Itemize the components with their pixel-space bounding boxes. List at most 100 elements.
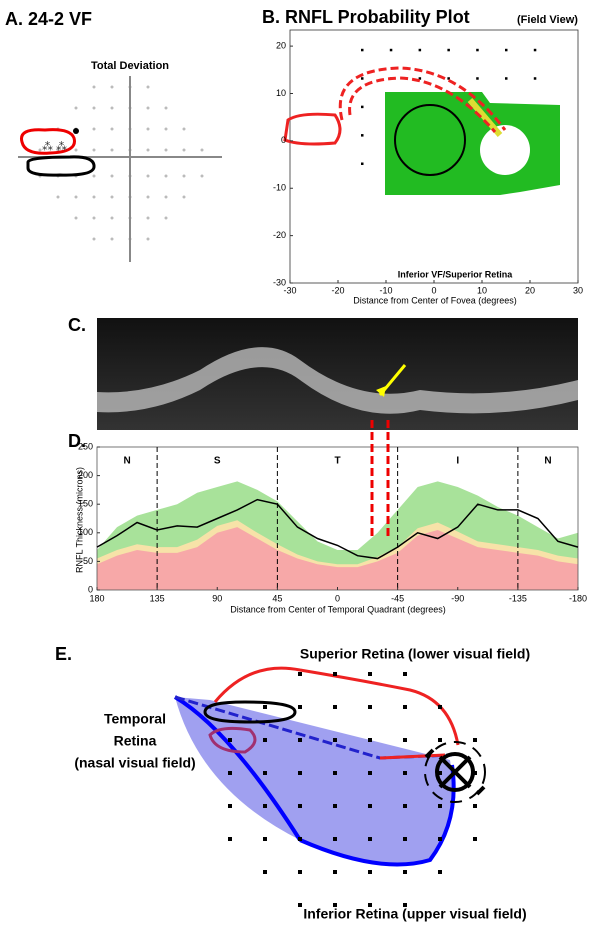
vf-point: [533, 77, 537, 80]
vf-point: [92, 106, 96, 110]
y-tick-label: 10: [276, 88, 286, 98]
vf-point: [403, 705, 407, 709]
x-tick-label: -45: [391, 593, 404, 603]
vf-point: [263, 738, 267, 742]
vf-point: [333, 837, 337, 841]
vf-point: [182, 148, 186, 152]
label: Inferior Retina (upper visual field): [303, 906, 526, 922]
vf-point: [164, 195, 168, 199]
vf-point: [368, 705, 372, 709]
vf-point: [74, 148, 78, 152]
panel-sublabel: (Field View): [517, 14, 578, 26]
vf-point: [403, 870, 407, 874]
x-tick-label: -90: [451, 593, 464, 603]
vf-point: [182, 174, 186, 178]
vf-point: [368, 738, 372, 742]
vf-point: [298, 705, 302, 709]
sector-label: I: [456, 456, 459, 467]
y-tick-label: 50: [83, 556, 93, 566]
vf-point: [333, 738, 337, 742]
vf-point: [361, 162, 364, 166]
outline: [370, 420, 390, 540]
vf-point: [403, 903, 407, 907]
vf-point: [298, 804, 302, 808]
outline: [26, 155, 96, 177]
inferior-region: [175, 697, 453, 865]
panel-label: D.: [68, 431, 86, 451]
vf-point: [110, 148, 114, 152]
vf-point: [110, 106, 114, 110]
vf-grid: [228, 672, 477, 907]
norm-area: [97, 527, 578, 590]
vf-point: [146, 216, 150, 220]
marker: [73, 128, 79, 134]
vf-point: [228, 771, 232, 775]
vf-point: [473, 738, 477, 742]
x-tick-label: 135: [150, 593, 165, 603]
annotation: Inferior VF/Superior Retina: [398, 269, 514, 279]
vf-point: [438, 870, 442, 874]
vf-point: [92, 195, 96, 199]
x-tick-label: -20: [331, 285, 344, 295]
x-tick-label: 10: [477, 285, 487, 295]
outline: [20, 128, 76, 155]
vf-point: [505, 77, 508, 80]
vf-point: [92, 148, 96, 152]
vf-point: [92, 216, 96, 220]
vf-point: [146, 127, 150, 131]
vf-point: [389, 48, 393, 52]
vf-point: [146, 148, 150, 152]
panel-label: E.: [55, 644, 72, 664]
x-tick-label: 30: [573, 285, 583, 295]
outline: [283, 112, 342, 146]
vf-point: [92, 85, 96, 89]
vf-point: [110, 195, 114, 199]
vf-point: [146, 237, 150, 241]
fovea-circle: [394, 104, 466, 176]
panel-label: B. RNFL Probability Plot: [262, 7, 470, 27]
vf-point: [164, 127, 168, 131]
y-tick-label: -20: [273, 230, 286, 240]
vf-point: [361, 134, 364, 137]
vf-point: [473, 837, 477, 841]
thickness-line: [96, 498, 579, 560]
outline: [338, 66, 507, 133]
vf-point: [476, 77, 479, 80]
vf-point: [438, 837, 442, 841]
vf-point: [110, 174, 114, 178]
vf-point: [92, 174, 96, 178]
vf-grid: [38, 85, 204, 241]
vf-point: [403, 804, 407, 808]
x-axis-label: Distance from Center of Fovea (degrees): [353, 295, 517, 305]
vf-point: [368, 672, 372, 676]
y-tick-label: -30: [273, 277, 286, 287]
symbol: ⁂ ⁂: [42, 141, 67, 153]
y-tick-label: 100: [78, 527, 93, 537]
vf-point: [263, 870, 267, 874]
arrow-head: [376, 386, 386, 397]
x-axis-label: Distance from Center of Temporal Quadran…: [230, 604, 445, 614]
outline: [173, 695, 302, 842]
vf-point: [473, 804, 477, 808]
y-tick-label: 150: [78, 499, 93, 509]
vf-point: [74, 195, 78, 199]
x-tick-label: 180: [89, 593, 104, 603]
x-tick-label: 90: [212, 593, 222, 603]
outline: [203, 700, 297, 724]
vf-point: [298, 903, 302, 907]
vf-point: [56, 195, 60, 199]
vf-point: [146, 106, 150, 110]
sector-label: S: [214, 456, 221, 467]
x-tick-label: -180: [569, 593, 587, 603]
vf-point: [368, 771, 372, 775]
vf-point: [263, 705, 267, 709]
vf-point: [438, 705, 442, 709]
vf-point: [438, 804, 442, 808]
vf-point: [476, 48, 479, 52]
vf-point: [333, 672, 337, 676]
vf-point: [403, 672, 407, 676]
sector-label: T: [334, 456, 340, 467]
vf-point: [447, 48, 450, 52]
vf-point: [298, 771, 302, 775]
vf-point: [182, 195, 186, 199]
